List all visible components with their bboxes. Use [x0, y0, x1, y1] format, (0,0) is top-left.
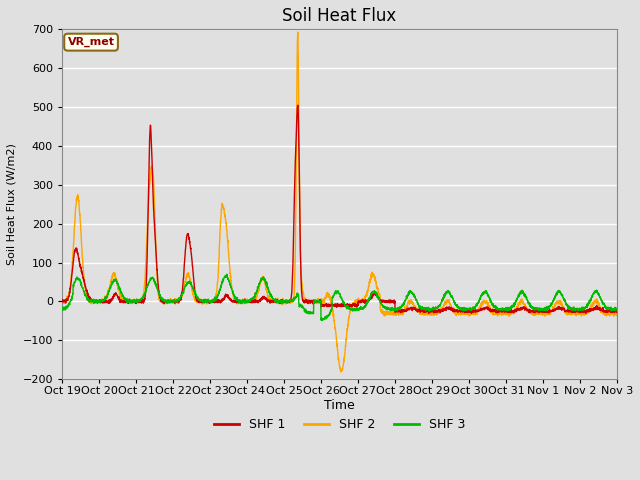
Y-axis label: Soil Heat Flux (W/m2): Soil Heat Flux (W/m2)	[7, 144, 17, 265]
SHF 3	[318, 318, 326, 324]
Title: Soil Heat Flux: Soil Heat Flux	[282, 7, 397, 25]
SHF 2	[294, 29, 301, 35]
SHF 2	[613, 311, 621, 316]
SHF 2	[411, 305, 419, 311]
Legend: SHF 1, SHF 2, SHF 3: SHF 1, SHF 2, SHF 3	[209, 413, 470, 436]
SHF 3	[495, 306, 503, 312]
SHF 2	[529, 308, 536, 314]
SHF 3	[460, 307, 468, 312]
SHF 1	[613, 309, 621, 315]
SHF 3	[411, 294, 419, 300]
Text: VR_met: VR_met	[68, 37, 115, 48]
X-axis label: Time: Time	[324, 399, 355, 412]
SHF 3	[607, 307, 615, 312]
SHF 1	[607, 308, 615, 314]
SHF 1	[58, 297, 66, 303]
SHF 2	[337, 369, 345, 375]
SHF 1	[460, 308, 468, 314]
SHF 2	[460, 309, 468, 314]
SHF 3	[613, 306, 621, 312]
SHF 1	[495, 308, 503, 314]
SHF 3	[529, 305, 536, 311]
SHF 2	[58, 300, 66, 306]
SHF 1	[425, 311, 433, 316]
Line: SHF 3: SHF 3	[62, 274, 617, 321]
SHF 1	[294, 102, 301, 108]
Line: SHF 1: SHF 1	[62, 105, 617, 313]
SHF 2	[607, 311, 615, 316]
SHF 3	[172, 298, 179, 303]
SHF 3	[223, 271, 230, 277]
SHF 3	[58, 306, 66, 312]
SHF 1	[529, 308, 536, 313]
SHF 2	[172, 299, 179, 305]
SHF 1	[172, 298, 179, 304]
Line: SHF 2: SHF 2	[62, 32, 617, 372]
SHF 1	[411, 305, 419, 311]
SHF 2	[495, 311, 503, 316]
